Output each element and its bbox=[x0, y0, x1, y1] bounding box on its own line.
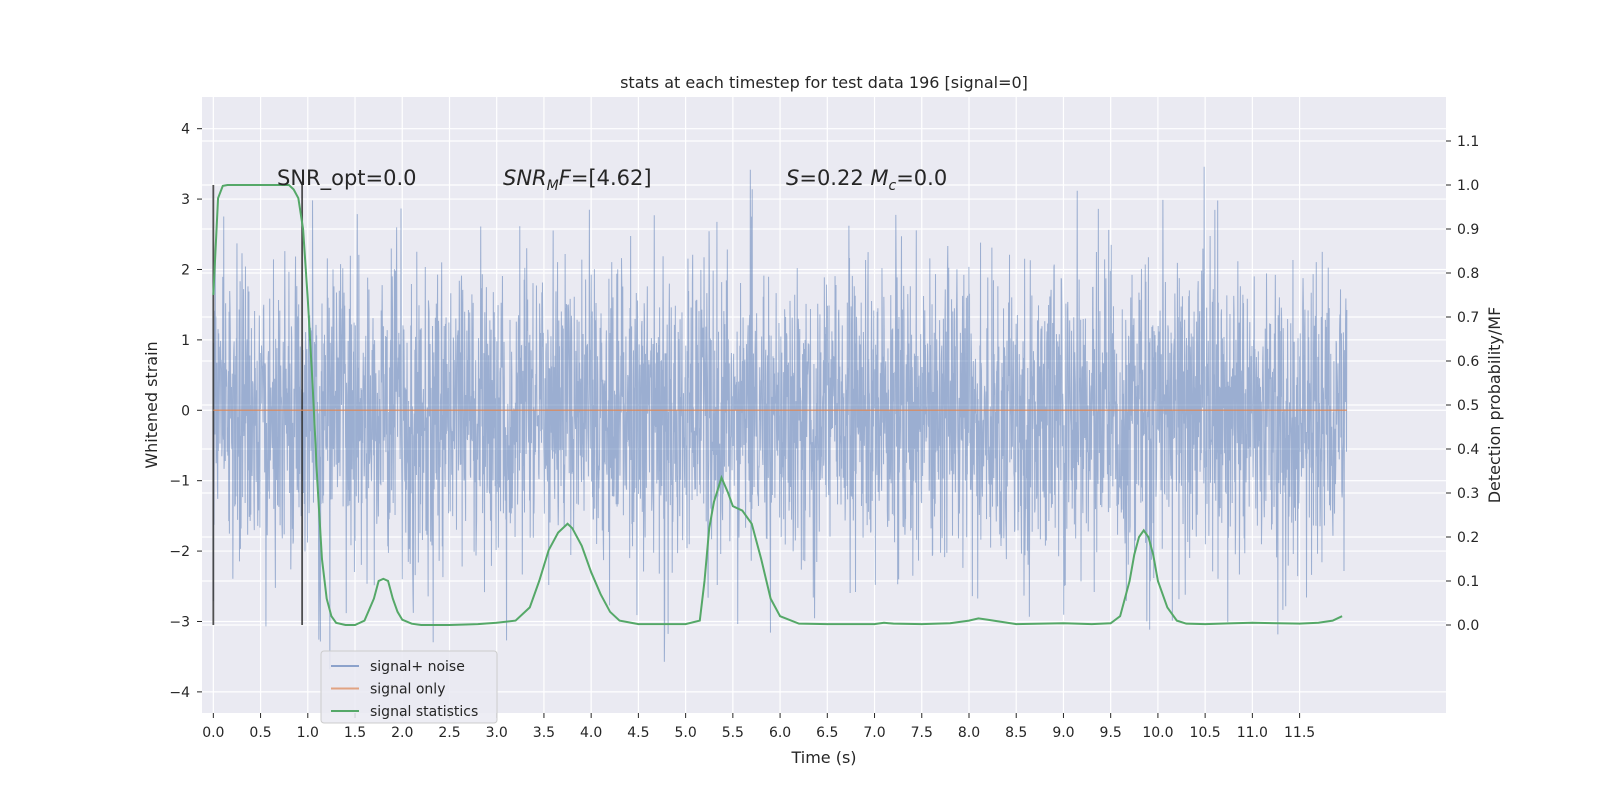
y-tick-label-left: 1 bbox=[181, 333, 190, 349]
x-tick-label: 10.0 bbox=[1142, 725, 1173, 741]
y-tick-label-right: 0.6 bbox=[1457, 354, 1479, 370]
signal-statistics-line bbox=[212, 184, 1343, 626]
y-axis-label-left: Whitened strain bbox=[142, 341, 161, 468]
x-tick-label: 0.5 bbox=[249, 725, 271, 741]
annotation-s-mc: S=0.22 Mc=0.0 bbox=[786, 166, 947, 194]
annotation-snr-mf-f: F bbox=[559, 166, 572, 190]
legend-label: signal statistics bbox=[370, 704, 478, 720]
legend-label: signal only bbox=[370, 682, 445, 698]
annotation-mc-symbol: M bbox=[870, 166, 888, 190]
annotation-snr-opt: SNR_opt=0.0 bbox=[277, 166, 417, 191]
x-tick-label: 4.5 bbox=[627, 725, 649, 741]
axes: 0.0 0.5 1.0 1.5 2.0 2.5 3.0 3.5 4.0 4.5 5.0 5.5 6.0 6… bbox=[169, 122, 1479, 741]
y-tick-label-right: 0.9 bbox=[1457, 222, 1479, 238]
x-tick-label: 1.5 bbox=[344, 725, 366, 741]
annotation-snr-mf-snr: SNR bbox=[503, 166, 547, 190]
x-tick-label: 7.0 bbox=[863, 725, 885, 741]
y-tick-label-left: −4 bbox=[169, 685, 190, 701]
y-tick-label-right: 0.2 bbox=[1457, 530, 1479, 546]
annotation-mc-sub: c bbox=[889, 178, 897, 194]
x-tick-label: 8.0 bbox=[958, 725, 980, 741]
y-tick-label-left: 3 bbox=[181, 192, 190, 208]
x-tick-label: 9.5 bbox=[1100, 725, 1122, 741]
y-tick-label-right: 0.3 bbox=[1457, 486, 1479, 502]
x-tick-label: 9.0 bbox=[1052, 725, 1074, 741]
x-tick-label: 0.0 bbox=[202, 725, 224, 741]
annotation-s-symbol: S bbox=[786, 166, 799, 190]
y-tick-label-left: −2 bbox=[169, 544, 190, 560]
x-axis-label: Time (s) bbox=[790, 748, 856, 767]
y-tick-label-right: 0.1 bbox=[1457, 574, 1479, 590]
x-tick-label: 3.5 bbox=[533, 725, 555, 741]
x-tick-label: 8.5 bbox=[1005, 725, 1027, 741]
annotation-snr-mf-value: =[4.62] bbox=[571, 166, 652, 190]
x-tick-label: 6.0 bbox=[769, 725, 791, 741]
x-tick-label: 5.5 bbox=[722, 725, 744, 741]
signal-noise-line bbox=[212, 166, 1348, 670]
x-tick-label: 7.5 bbox=[911, 725, 933, 741]
annotation-snr-mf: SNRMF=[4.62] bbox=[503, 166, 652, 194]
y-tick-label-right: 0.4 bbox=[1457, 442, 1479, 458]
y-tick-label-right: 0.5 bbox=[1457, 398, 1479, 414]
x-tick-label: 11.5 bbox=[1284, 725, 1315, 741]
signal-statistics-series bbox=[212, 184, 1343, 626]
event-markers bbox=[212, 185, 304, 625]
x-tick-label: 6.5 bbox=[816, 725, 838, 741]
y-tick-label-right: 0.0 bbox=[1457, 618, 1479, 634]
y-tick-label-right: 1.0 bbox=[1457, 178, 1479, 194]
x-tick-label: 3.0 bbox=[486, 725, 508, 741]
legend-label: signal+ noise bbox=[370, 659, 465, 675]
y-tick-label-left: 0 bbox=[181, 403, 190, 419]
x-tick-label: 10.5 bbox=[1190, 725, 1221, 741]
x-tick-label: 4.0 bbox=[580, 725, 602, 741]
chart-title: stats at each timestep for test data 196… bbox=[620, 73, 1028, 92]
annotation-mc-value: =0.0 bbox=[896, 166, 947, 190]
legend-box bbox=[320, 650, 498, 724]
y-tick-label-right: 0.8 bbox=[1457, 266, 1479, 282]
y-tick-label-left: 2 bbox=[181, 262, 190, 278]
legend: signal+ noise signal only signal statistic… bbox=[320, 650, 498, 724]
x-tick-label: 2.5 bbox=[438, 725, 460, 741]
annotation-snr-mf-sub: M bbox=[547, 178, 559, 194]
x-tick-label: 5.0 bbox=[674, 725, 696, 741]
annotation-s-value: =0.22 bbox=[799, 166, 870, 190]
annotations: SNR_opt=0.0 SNRMF=[4.62] S=0.22 Mc=0.0 bbox=[277, 166, 947, 194]
y-tick-label-left: 4 bbox=[181, 122, 190, 138]
y-tick-label-right: 0.7 bbox=[1457, 310, 1479, 326]
y-axis-label-right: Detection probability/MF bbox=[1485, 307, 1504, 504]
y-tick-label-right: 1.1 bbox=[1457, 134, 1479, 150]
x-tick-label: 1.0 bbox=[297, 725, 319, 741]
x-tick-label: 11.0 bbox=[1237, 725, 1268, 741]
y-tick-label-left: −1 bbox=[169, 474, 190, 490]
y-tick-label-left: −3 bbox=[169, 614, 190, 630]
x-tick-label: 2.0 bbox=[391, 725, 413, 741]
signal-noise-series bbox=[212, 166, 1348, 670]
